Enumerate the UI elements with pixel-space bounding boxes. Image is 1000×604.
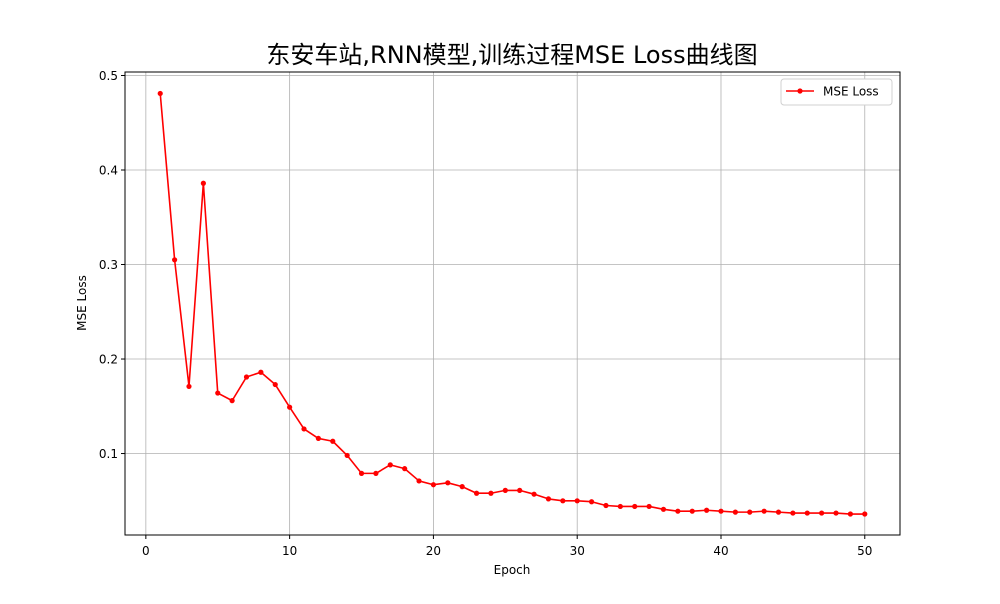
data-point — [344, 452, 350, 459]
y-tick-label: 0.4 — [99, 164, 118, 178]
data-point — [157, 90, 163, 97]
data-point — [761, 508, 767, 514]
data-point — [373, 470, 379, 476]
data-point — [747, 509, 753, 515]
data-point — [272, 381, 278, 388]
data-point — [632, 503, 638, 510]
data-point — [402, 466, 408, 472]
data-point — [502, 487, 508, 493]
data-point — [459, 484, 465, 490]
data-point — [301, 426, 307, 432]
data-point — [473, 490, 480, 496]
data-point — [660, 506, 667, 512]
data-point — [847, 511, 853, 517]
y-axis-label: MSE Loss — [75, 275, 89, 331]
data-point — [545, 496, 552, 502]
data-point — [603, 502, 609, 509]
data-point — [358, 470, 365, 476]
data-point — [646, 503, 652, 510]
data-point — [588, 499, 595, 505]
legend-label: MSE Loss — [823, 85, 879, 99]
data-point — [445, 480, 451, 486]
chart-title: 东安车站,RNN模型,训练过程MSE Loss曲线图 — [266, 41, 757, 69]
data-point — [531, 491, 537, 497]
data-point — [617, 503, 623, 510]
legend-box — [780, 78, 893, 106]
series-line — [159, 93, 865, 515]
y-tick-label: 0.3 — [99, 258, 118, 272]
data-point — [804, 510, 810, 516]
data-point — [186, 383, 192, 390]
data-point — [200, 180, 206, 186]
y-tick-label: 0.2 — [99, 353, 118, 367]
x-tick-label: 30 — [570, 544, 585, 558]
data-point — [833, 510, 839, 516]
data-point — [862, 511, 868, 517]
data-point — [517, 487, 523, 493]
data-point — [732, 509, 738, 515]
x-tick-label: 40 — [713, 544, 728, 558]
legend-marker-swatch — [797, 88, 803, 94]
data-point — [689, 508, 695, 514]
x-axis-label: Epoch — [494, 563, 531, 577]
data-point — [229, 398, 235, 404]
x-tick-label: 50 — [857, 544, 872, 558]
data-point — [387, 462, 393, 468]
data-point — [243, 374, 250, 380]
x-tick-label: 10 — [282, 544, 297, 558]
data-point — [560, 498, 566, 504]
data-point — [215, 390, 221, 396]
data-point — [330, 438, 336, 444]
x-tick-label: 0 — [142, 544, 150, 558]
y-tick-label: 0.5 — [99, 69, 118, 83]
data-point — [430, 482, 437, 488]
data-point — [704, 507, 710, 513]
x-tick-label: 20 — [426, 544, 441, 558]
data-point — [675, 508, 681, 514]
data-point — [416, 478, 422, 484]
data-point — [287, 404, 293, 410]
plot-area: 0 10 20 30 40 50 0.1 0.2 0.3 0.4 0.5 — [99, 69, 901, 558]
legend: MSE Loss — [780, 78, 893, 106]
plot-frame — [124, 71, 901, 536]
data-point — [819, 510, 825, 516]
y-tick-label: 0.1 — [99, 447, 118, 461]
data-point — [775, 509, 782, 515]
data-point — [315, 435, 321, 442]
data-point — [718, 508, 724, 514]
data-point — [574, 498, 580, 504]
data-point — [258, 369, 264, 375]
data-point — [172, 257, 178, 263]
data-point — [488, 490, 494, 496]
data-point — [790, 510, 796, 516]
